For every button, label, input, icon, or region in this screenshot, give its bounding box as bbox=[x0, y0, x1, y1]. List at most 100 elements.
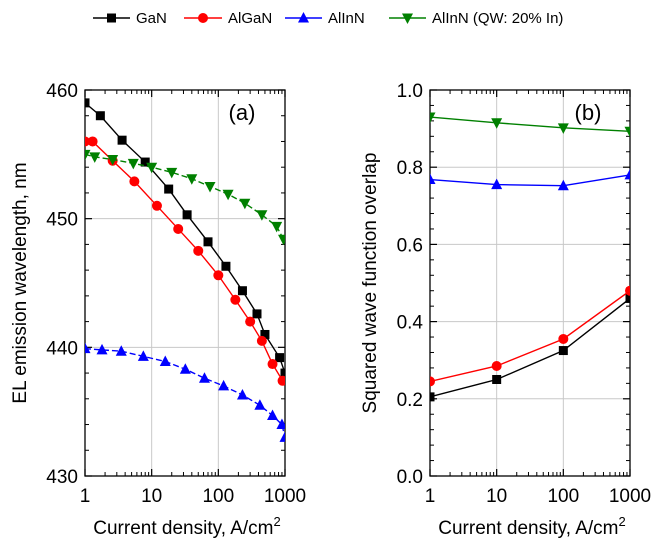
data-point-alinn bbox=[254, 399, 266, 410]
y-tick-label: 430 bbox=[46, 467, 78, 488]
plot-frame bbox=[429, 89, 631, 477]
data-point-alinn bbox=[279, 431, 285, 442]
y-tick-label: 0.6 bbox=[397, 235, 423, 256]
data-point-gan bbox=[95, 111, 105, 121]
legend-marker-algan bbox=[198, 13, 208, 23]
data-point-alinn_qw bbox=[430, 112, 436, 124]
legend-item-alinn_qw: AlInN (QW: 20% In) bbox=[389, 10, 563, 27]
data-point-algan bbox=[173, 223, 184, 234]
legend: GaN AlGaN AlInN AlInN (QW: 20% In) bbox=[93, 10, 563, 27]
data-point-algan bbox=[267, 359, 278, 370]
data-point-alinn bbox=[624, 168, 630, 180]
data-point-alinn_qw bbox=[107, 154, 119, 166]
series-line-gan bbox=[85, 102, 285, 374]
x-axis-title: Current density, A/cm2 bbox=[93, 514, 280, 539]
y-tick-label: 0.8 bbox=[397, 158, 423, 179]
x-tick-label: 1 bbox=[425, 486, 436, 507]
series-algan bbox=[430, 285, 630, 387]
data-point-alinn_qw bbox=[89, 152, 101, 163]
x-tick-label: 100 bbox=[202, 486, 234, 507]
data-point-alinn bbox=[557, 179, 569, 191]
series-line-alinn_qw bbox=[85, 153, 285, 240]
x-axis-title-text: Current density, A/cm bbox=[438, 518, 618, 539]
data-point-algan bbox=[558, 333, 569, 344]
data-point-gan bbox=[558, 346, 568, 356]
series-alinn_qw bbox=[85, 149, 285, 246]
data-point-alinn bbox=[267, 409, 279, 421]
data-point-algan bbox=[129, 176, 140, 187]
data-point-gan bbox=[252, 309, 262, 319]
series-line-algan bbox=[85, 140, 284, 382]
data-point-alinn bbox=[115, 345, 127, 356]
y-axis-title: EL emission wavelength, nm bbox=[10, 162, 31, 403]
y-tick-label: 0.4 bbox=[397, 313, 424, 334]
data-point-gan bbox=[117, 135, 127, 145]
data-point-algan bbox=[491, 360, 502, 371]
series-group bbox=[85, 98, 285, 442]
legend-marker-gan bbox=[107, 13, 116, 23]
legend-label-alinn_qw: AlInN (QW: 20% In) bbox=[432, 10, 563, 27]
x-axis-title-text: Current density, A/cm bbox=[93, 518, 273, 539]
data-point-alinn_qw bbox=[256, 210, 268, 221]
data-point-alinn_qw bbox=[271, 221, 283, 233]
series-gan bbox=[430, 293, 630, 402]
y-tick-label: 460 bbox=[46, 81, 78, 102]
data-point-alinn_qw bbox=[166, 167, 178, 179]
data-point-alinn bbox=[218, 379, 230, 391]
legend-marker-alinn bbox=[298, 12, 309, 23]
x-axis-title-superscript: 2 bbox=[273, 514, 280, 529]
data-point-algan bbox=[256, 335, 267, 346]
legend-label-alinn: AlInN bbox=[328, 10, 365, 27]
data-point-alinn bbox=[137, 350, 149, 361]
data-point-algan bbox=[230, 294, 241, 305]
y-tick-label: 0.2 bbox=[397, 390, 423, 411]
data-point-gan bbox=[492, 375, 502, 384]
data-point-alinn_qw bbox=[222, 189, 234, 201]
x-tick-label: 100 bbox=[547, 486, 579, 507]
data-point-alinn_qw bbox=[491, 118, 503, 129]
series-alinn bbox=[85, 342, 285, 442]
x-tick-label: 10 bbox=[486, 486, 507, 507]
data-point-gan bbox=[237, 286, 247, 296]
series-gan bbox=[85, 98, 285, 378]
data-point-alinn bbox=[236, 388, 248, 400]
data-point-alinn bbox=[96, 343, 108, 355]
data-point-algan bbox=[625, 285, 630, 296]
data-point-gan bbox=[275, 353, 285, 363]
grid bbox=[430, 90, 630, 476]
x-tick-label: 1 bbox=[80, 486, 91, 507]
x-tick-label: 1000 bbox=[264, 486, 306, 507]
legend-label-gan: GaN bbox=[136, 10, 167, 27]
data-point-alinn_qw bbox=[278, 234, 285, 246]
ticks bbox=[84, 89, 286, 477]
data-point-alinn_qw bbox=[239, 198, 251, 210]
data-point-alinn bbox=[276, 418, 285, 430]
data-point-alinn_qw bbox=[127, 158, 139, 170]
data-point-alinn bbox=[198, 372, 210, 383]
series-line-alinn bbox=[430, 174, 630, 187]
data-point-gan bbox=[260, 329, 270, 339]
series-line-algan bbox=[430, 290, 630, 383]
data-point-gan bbox=[85, 98, 90, 108]
data-point-gan bbox=[280, 368, 285, 378]
legend-item-gan: GaN bbox=[93, 10, 167, 27]
data-point-gan bbox=[164, 184, 174, 194]
series-line-gan bbox=[430, 297, 630, 398]
panel-b: 1 10 100 1000 0.0 0.2 0.4 0.6 0.8 1.0 Current dens… bbox=[360, 81, 651, 539]
x-axis-title: Current density, A/cm2 bbox=[438, 514, 625, 539]
data-point-alinn_qw bbox=[186, 174, 198, 185]
legend-item-alinn: AlInN bbox=[285, 10, 365, 27]
y-tick-label: 0.0 bbox=[397, 467, 423, 488]
data-point-algan bbox=[87, 136, 98, 147]
data-point-gan bbox=[221, 261, 231, 271]
grid bbox=[85, 90, 285, 476]
data-point-algan bbox=[277, 375, 285, 386]
data-point-alinn bbox=[491, 178, 503, 190]
y-tick-label: 1.0 bbox=[397, 81, 423, 102]
series-alinn bbox=[430, 168, 630, 191]
data-point-gan bbox=[140, 157, 150, 167]
ticks bbox=[429, 89, 631, 477]
x-tick-label: 10 bbox=[141, 486, 162, 507]
data-point-gan bbox=[182, 210, 192, 220]
